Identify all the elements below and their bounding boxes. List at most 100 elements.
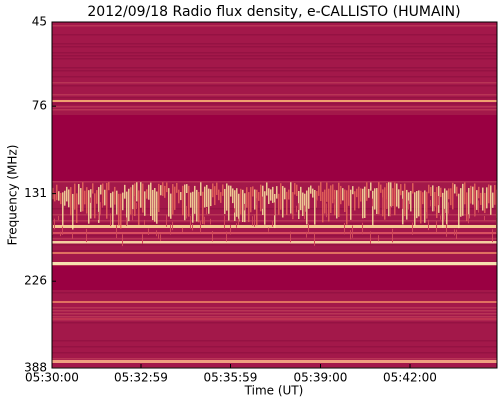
speckle [330,185,332,214]
speckle [136,202,137,210]
speckle [294,183,296,195]
speckle [158,183,160,213]
bright-line [52,252,497,254]
stripe [52,58,497,60]
speckle [444,208,445,220]
speckle [484,192,486,214]
speckle [58,215,59,221]
speckle [74,183,76,210]
speckle [126,217,127,226]
speckle [342,188,344,201]
stripe [52,85,497,87]
speckle [182,227,183,232]
speckle [234,208,235,213]
speckle [132,184,134,210]
speckle [226,183,228,211]
speckle [472,186,474,205]
speckle [306,190,308,225]
speckle [116,190,118,215]
stripe [52,250,497,252]
speckle [78,183,80,205]
x-tick-label: 05:35:59 [204,371,258,385]
speckle [156,230,157,237]
speckle [314,232,315,246]
speckle [224,188,226,214]
speckle [296,205,297,213]
speckle [492,192,494,208]
speckle [148,228,149,235]
stripe [52,94,497,96]
speckle [54,218,55,230]
speckle [466,192,468,222]
speckle [96,190,98,204]
speckle [428,184,430,194]
speckle [228,185,230,221]
speckle [410,190,412,212]
speckle [350,189,352,220]
speckle [208,188,210,214]
speckle [304,205,305,220]
y-axis-label: Frequency (MHz) [6,145,20,246]
speckle [132,209,133,221]
speckle [392,228,393,243]
speckle [324,189,326,214]
speckle [408,200,409,210]
speckle [124,184,126,199]
speckle [242,189,244,222]
speckle [412,183,414,194]
speckle [170,224,171,235]
stripe [52,316,497,318]
speckle [448,188,450,200]
speckle [266,182,268,196]
speckle [422,192,424,205]
speckle [256,198,257,205]
speckle [474,183,476,217]
speckle [76,193,78,223]
bright-line [52,360,497,363]
speckle [222,184,224,196]
speckle [378,235,379,242]
stripe [52,106,497,108]
speckle [120,193,122,229]
speckle [152,189,154,221]
speckle [386,199,387,209]
speckle [160,185,162,196]
speckle [90,189,92,219]
speckle [326,182,328,202]
speckle [360,188,362,202]
speckle [438,196,439,206]
speckle [302,192,304,216]
speckle [400,184,402,196]
speckle [176,182,178,193]
speckle [200,182,202,196]
speckle [476,190,478,210]
speckle [118,193,120,226]
stripe [52,313,497,315]
speckle [192,191,194,223]
speckle [492,229,493,243]
speckle [248,192,250,222]
bright-line [52,232,497,234]
speckle [280,183,282,210]
speckle [484,215,485,221]
speckle [372,198,373,207]
speckle [446,224,447,237]
speckle [144,219,145,225]
speckle [352,225,353,238]
speckle [232,188,234,204]
speckle [404,183,406,217]
x-tick-label: 05:30:00 [25,371,79,385]
stripe [52,52,497,54]
speckle [182,185,184,216]
speckle [154,188,156,222]
speckle [186,205,187,219]
speckle [414,192,416,226]
speckle [128,188,130,222]
speckle [372,190,374,226]
speckle [328,188,330,222]
speckle [336,190,338,219]
stripe [52,181,497,183]
speckle [240,188,242,215]
speckle [458,193,460,229]
